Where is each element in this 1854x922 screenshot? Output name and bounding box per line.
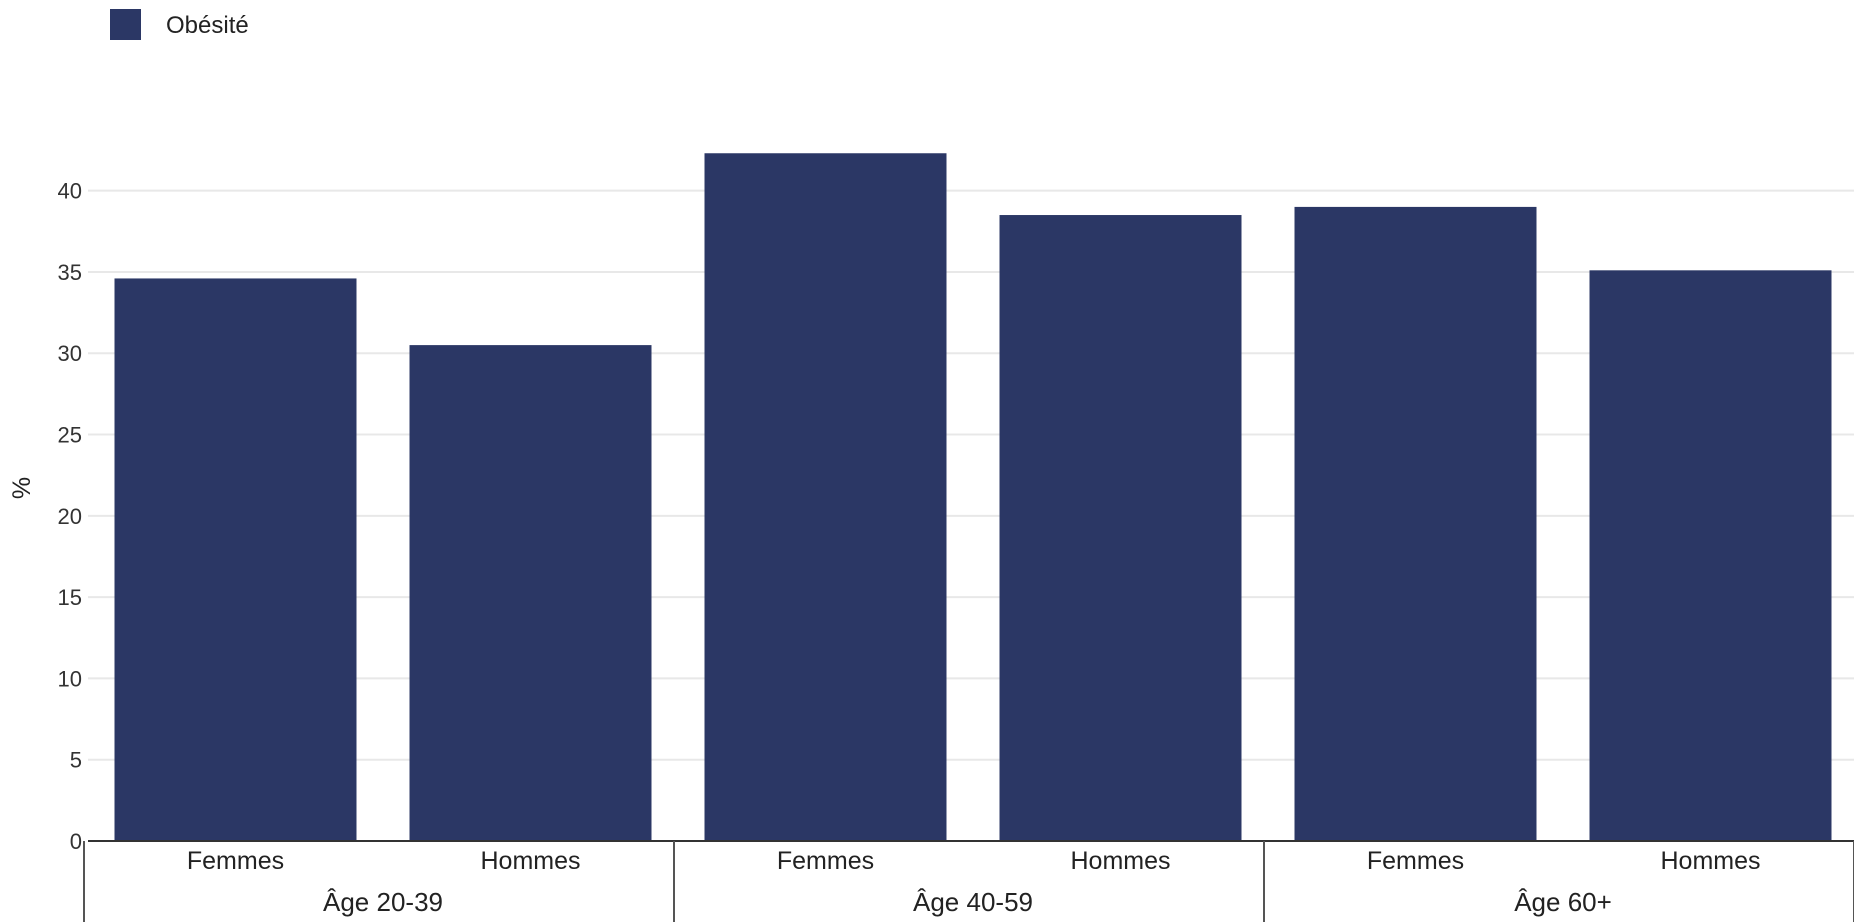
y-tick-label: 10 xyxy=(58,666,82,691)
y-tick-label: 5 xyxy=(70,748,82,773)
x-category-label: Hommes xyxy=(1070,847,1170,875)
x-category-label: Hommes xyxy=(1660,847,1760,875)
legend: Obésité xyxy=(110,9,249,40)
x-group-label: Âge 20-39 xyxy=(323,887,443,917)
bar xyxy=(704,153,947,841)
y-tick-label: 0 xyxy=(70,829,82,854)
bar xyxy=(999,215,1242,842)
legend-label: Obésité xyxy=(166,12,249,39)
bar xyxy=(1294,206,1537,841)
x-category-label: Hommes xyxy=(480,847,580,875)
x-category-label: Femmes xyxy=(777,847,874,875)
legend-swatch xyxy=(110,9,141,40)
y-axis-title: % xyxy=(8,477,36,499)
x-group-label: Âge 60+ xyxy=(1514,887,1612,917)
bars xyxy=(114,153,1832,842)
bar xyxy=(114,278,357,841)
y-axis: 0 5 10 15 20 25 30 35 40 xyxy=(58,179,82,854)
x-category-label: Femmes xyxy=(1367,847,1464,875)
x-category-label: Femmes xyxy=(187,847,284,875)
x-axis: Femmes Hommes Femmes Hommes Femmes Hommes Âge … xyxy=(83,840,1854,922)
y-tick-label: 35 xyxy=(58,260,82,285)
bar xyxy=(1589,270,1832,841)
gridlines xyxy=(88,189,1854,761)
y-tick-label: 15 xyxy=(58,585,82,610)
y-tick-label: 25 xyxy=(58,423,82,448)
y-tick-label: 40 xyxy=(58,179,82,204)
y-tick-label: 20 xyxy=(58,504,82,529)
x-group-label: Âge 40-59 xyxy=(913,887,1033,917)
y-tick-label: 30 xyxy=(58,341,82,366)
bar xyxy=(409,345,652,841)
